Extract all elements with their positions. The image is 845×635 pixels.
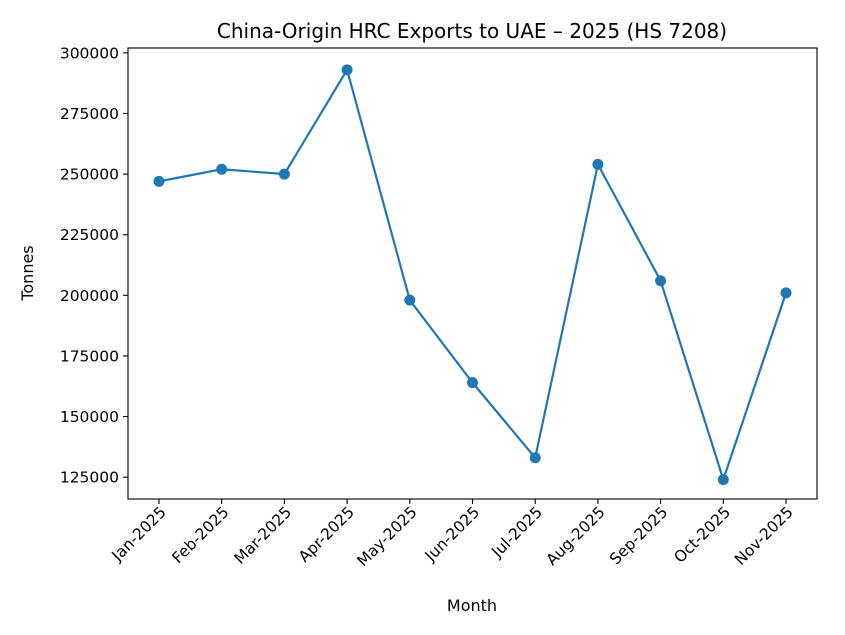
x-tick-label: Feb-2025 bbox=[169, 503, 233, 567]
x-tick-label: Nov-2025 bbox=[731, 503, 797, 569]
y-tick-label: 300000 bbox=[60, 44, 119, 62]
series-group bbox=[153, 64, 792, 486]
chart-title: China-Origin HRC Exports to UAE – 2025 (… bbox=[217, 19, 727, 43]
x-axis-label: Month bbox=[447, 596, 497, 615]
data-point bbox=[278, 168, 290, 180]
x-tick-label: Apr-2025 bbox=[295, 503, 358, 566]
y-tick-label: 175000 bbox=[60, 347, 119, 365]
y-tick-label: 150000 bbox=[60, 408, 119, 426]
x-tick-label: Mar-2025 bbox=[231, 503, 296, 568]
y-tick-label: 250000 bbox=[60, 166, 119, 184]
y-tick-label: 225000 bbox=[60, 226, 119, 244]
x-tick-label: Aug-2025 bbox=[543, 503, 609, 569]
x-tick-label: May-2025 bbox=[354, 503, 421, 570]
x-tick-label: Jul-2025 bbox=[488, 503, 547, 562]
data-point bbox=[717, 474, 729, 486]
data-point bbox=[341, 64, 353, 76]
data-point bbox=[780, 287, 792, 299]
series-line bbox=[158, 68, 788, 481]
y-tick-label: 275000 bbox=[60, 105, 119, 123]
x-tick-label: Sep-2025 bbox=[606, 503, 671, 568]
x-tick-label: Jun-2025 bbox=[421, 503, 483, 565]
y-axis: 125000 150000 175000 200000 225000 250000 2750… bbox=[60, 44, 128, 487]
x-tick-label: Jan-2025 bbox=[108, 503, 170, 565]
y-tick-label: 200000 bbox=[60, 287, 119, 305]
x-tick-label: Oct-2025 bbox=[671, 503, 735, 567]
data-point bbox=[404, 294, 416, 306]
data-point bbox=[216, 163, 228, 175]
data-point bbox=[655, 275, 667, 287]
data-point bbox=[153, 175, 165, 187]
data-point bbox=[467, 377, 478, 389]
y-tick-label: 125000 bbox=[60, 469, 119, 487]
data-point bbox=[529, 452, 541, 464]
y-axis-label: Tonnes bbox=[18, 245, 37, 301]
data-point bbox=[592, 158, 604, 170]
plot-frame bbox=[127, 47, 818, 500]
